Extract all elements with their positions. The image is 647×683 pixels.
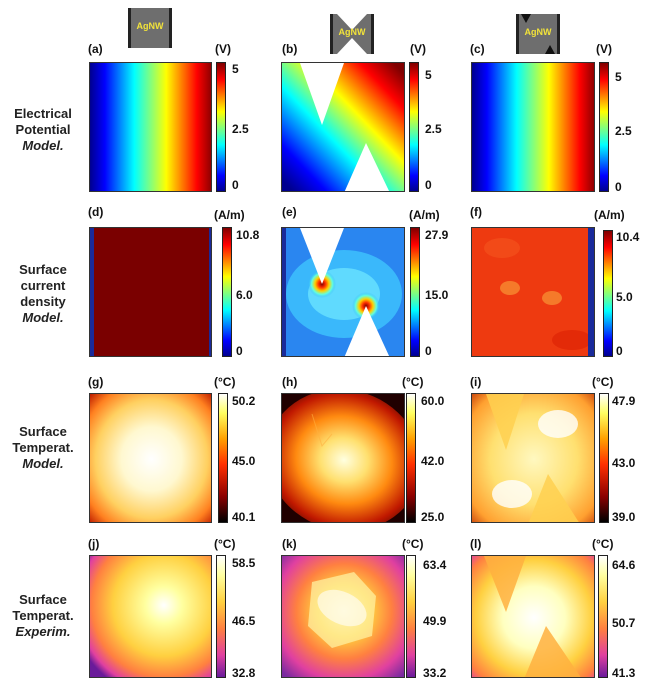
panel-label-g: (g) <box>88 375 104 389</box>
panel-b-potential-map <box>281 62 405 192</box>
sample-thumbnail-plain: AgNW <box>128 8 172 48</box>
tick-f-min: 0 <box>616 344 623 358</box>
panel-label-i: (i) <box>470 375 482 389</box>
tick-h-max: 60.0 <box>421 394 445 408</box>
tick-c-mid: 2.5 <box>615 124 632 138</box>
colorbar-d <box>222 227 232 357</box>
tick-i-min: 39.0 <box>612 510 636 524</box>
panel-label-h: (h) <box>282 375 298 389</box>
tick-c-min: 0 <box>615 180 622 194</box>
panel-g-temperature-map <box>89 393 212 523</box>
sample-thumbnail-small-triangles: AgNW <box>516 14 560 54</box>
tick-i-max: 47.9 <box>612 394 636 408</box>
tick-a-max: 5 <box>232 62 239 76</box>
row-label-surface-current: Surface current density Model. <box>19 262 67 325</box>
colorbar-l <box>598 555 608 678</box>
panel-label-f: (f) <box>470 205 482 219</box>
tick-j-min: 32.8 <box>232 666 256 680</box>
unit-label-k: (°C) <box>402 537 424 551</box>
tick-k-mid: 49.9 <box>423 614 447 628</box>
tick-g-max: 50.2 <box>232 394 256 408</box>
tick-c-max: 5 <box>615 70 622 84</box>
panel-k-ir-map <box>281 555 405 678</box>
tick-l-min: 41.3 <box>612 666 636 680</box>
colorbar-i <box>599 393 609 523</box>
colorbar-k <box>406 555 416 678</box>
tick-i-mid: 43.0 <box>612 456 636 470</box>
colorbar-f <box>603 230 613 357</box>
tick-b-mid: 2.5 <box>425 122 442 136</box>
panel-e-current-map <box>281 227 405 357</box>
panel-j-ir-map <box>89 555 212 678</box>
panel-a-potential-map <box>89 62 212 192</box>
unit-label-h: (°C) <box>402 375 424 389</box>
panel-label-k: (k) <box>282 537 297 551</box>
tick-e-min: 0 <box>425 344 432 358</box>
tick-b-max: 5 <box>425 68 432 82</box>
unit-label-l: (°C) <box>592 537 614 551</box>
triangle-notch-shape <box>337 14 367 54</box>
tick-g-min: 40.1 <box>232 510 256 524</box>
tick-k-min: 33.2 <box>423 666 447 680</box>
unit-label-a: (V) <box>215 42 231 56</box>
unit-label-b: (V) <box>410 42 426 56</box>
panel-label-e: (e) <box>282 205 297 219</box>
panel-l-ir-map <box>471 555 595 678</box>
panel-label-c: (c) <box>470 42 485 56</box>
sample-thumbnail-triangles: AgNW <box>330 14 374 54</box>
tick-l-mid: 50.7 <box>612 616 636 630</box>
colorbar-a <box>216 62 226 192</box>
unit-label-j: (°C) <box>214 537 236 551</box>
panel-f-current-map <box>471 227 595 357</box>
tick-b-min: 0 <box>425 178 432 192</box>
tick-f-mid: 5.0 <box>616 290 633 304</box>
tick-k-max: 63.4 <box>423 558 447 572</box>
colorbar-g <box>218 393 228 523</box>
panel-h-temperature-map <box>281 393 405 523</box>
tick-d-max: 10.8 <box>236 228 260 242</box>
panel-label-j: (j) <box>88 537 100 551</box>
unit-label-e: (A/m) <box>409 208 440 222</box>
unit-label-i: (°C) <box>592 375 614 389</box>
unit-label-c: (V) <box>596 42 612 56</box>
panel-d-current-map <box>89 227 212 357</box>
colorbar-b <box>409 62 419 192</box>
unit-label-g: (°C) <box>214 375 236 389</box>
tick-e-mid: 15.0 <box>425 288 449 302</box>
unit-label-d: (A/m) <box>214 208 245 222</box>
unit-label-f: (A/m) <box>594 208 625 222</box>
tick-a-min: 0 <box>232 178 239 192</box>
tick-e-max: 27.9 <box>425 228 449 242</box>
colorbar-h <box>406 393 416 523</box>
colorbar-j <box>216 555 226 678</box>
colorbar-e <box>410 227 420 357</box>
tick-d-mid: 6.0 <box>236 288 253 302</box>
tick-h-min: 25.0 <box>421 510 445 524</box>
tick-j-mid: 46.5 <box>232 614 256 628</box>
row-label-temperature-experiment: Surface Temperat. Experim. <box>12 592 74 639</box>
tick-a-mid: 2.5 <box>232 122 249 136</box>
colorbar-c <box>599 62 609 192</box>
tick-d-min: 0 <box>236 344 243 358</box>
sample-label: AgNW <box>524 27 552 37</box>
tick-l-max: 64.6 <box>612 558 636 572</box>
row-label-electrical-potential: Electrical Potential Model. <box>14 106 72 153</box>
tick-h-mid: 42.0 <box>421 454 445 468</box>
tick-g-mid: 45.0 <box>232 454 256 468</box>
panel-i-temperature-map <box>471 393 595 523</box>
panel-label-d: (d) <box>88 205 104 219</box>
row-label-temperature-model: Surface Temperat. Model. <box>12 424 74 471</box>
tick-j-max: 58.5 <box>232 556 256 570</box>
small-triangle-shape <box>521 14 555 54</box>
panel-label-l: (l) <box>470 537 482 551</box>
panel-label-a: (a) <box>88 42 103 56</box>
sample-label: AgNW <box>136 21 164 31</box>
tick-f-max: 10.4 <box>616 230 640 244</box>
sample-label: AgNW <box>338 27 366 37</box>
panel-c-potential-map <box>471 62 595 192</box>
panel-label-b: (b) <box>282 42 298 56</box>
